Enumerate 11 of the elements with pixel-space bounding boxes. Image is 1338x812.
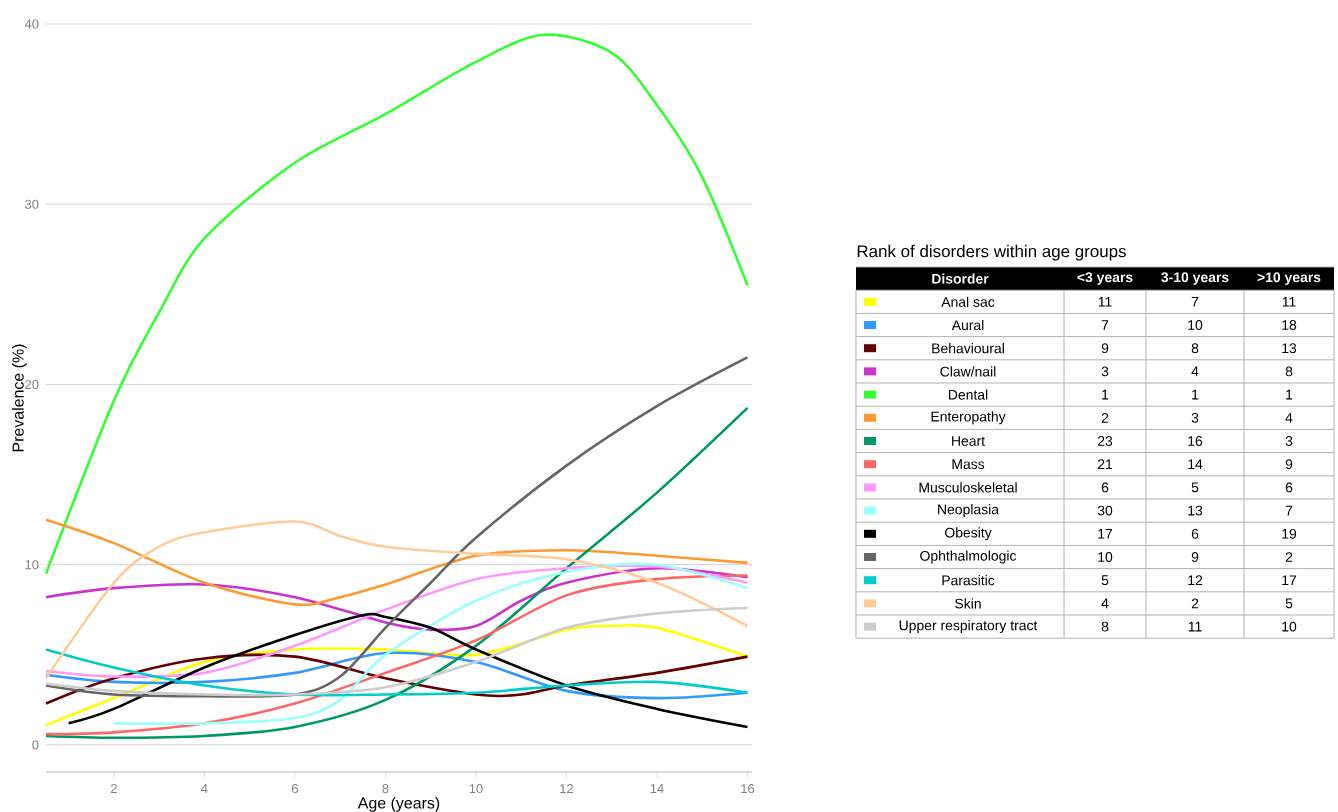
line-series [44, 406, 749, 740]
line-series [44, 33, 749, 576]
line-series [44, 518, 749, 607]
line-series [44, 606, 749, 697]
line-series [44, 574, 749, 736]
line-series [44, 564, 749, 678]
line-series [44, 356, 749, 698]
line-series [112, 562, 749, 725]
text: Rank of disorders within age groups [857, 244, 1126, 261]
line-series [44, 520, 749, 680]
line-series [44, 567, 749, 632]
